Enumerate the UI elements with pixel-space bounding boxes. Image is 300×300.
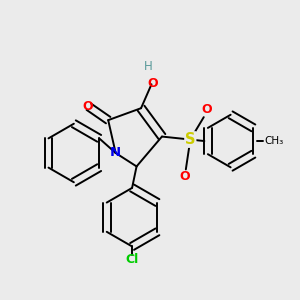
Text: O: O — [148, 77, 158, 90]
Text: O: O — [201, 103, 212, 116]
Text: O: O — [82, 100, 93, 112]
Text: Cl: Cl — [125, 253, 139, 266]
Text: N: N — [110, 146, 121, 160]
Text: CH₃: CH₃ — [264, 136, 284, 146]
Text: S: S — [185, 132, 196, 147]
Text: O: O — [179, 170, 190, 183]
Text: H: H — [144, 60, 153, 73]
